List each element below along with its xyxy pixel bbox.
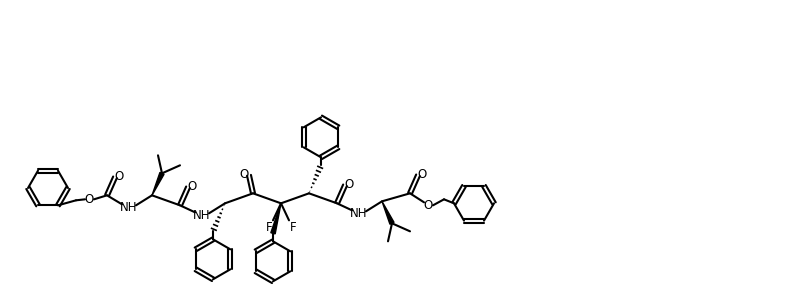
- Text: O: O: [345, 178, 353, 191]
- Text: O: O: [423, 199, 432, 212]
- Text: O: O: [114, 170, 124, 183]
- Text: NH: NH: [120, 201, 138, 214]
- Polygon shape: [270, 203, 281, 234]
- Text: F: F: [266, 221, 272, 234]
- Text: NH: NH: [350, 207, 368, 220]
- Text: F: F: [290, 221, 296, 234]
- Text: O: O: [417, 168, 427, 181]
- Text: O: O: [85, 193, 93, 206]
- Polygon shape: [382, 201, 394, 224]
- Polygon shape: [152, 172, 164, 195]
- Text: NH: NH: [193, 209, 211, 222]
- Text: O: O: [239, 168, 249, 181]
- Text: O: O: [188, 180, 196, 193]
